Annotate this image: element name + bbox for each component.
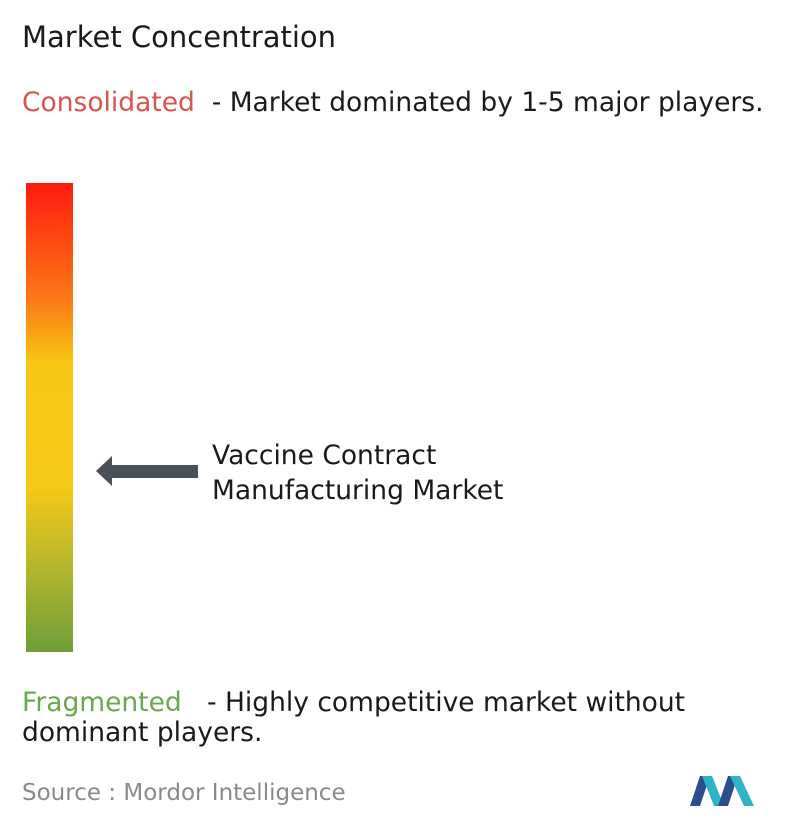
concentration-gradient-bar [26, 183, 73, 652]
source-name: Mordor Intelligence [123, 780, 346, 806]
source: Source : Mordor Intelligence [22, 780, 346, 806]
fragmented-text: Fragmented - Highly competitive market w… [22, 688, 792, 748]
arrow [96, 456, 198, 486]
title: Market Concentration [22, 20, 337, 54]
arrow-shape [96, 456, 198, 486]
logo-part [702, 776, 724, 806]
logo-part [730, 776, 754, 806]
consolidated-description: - Market dominated by 1-5 major players. [211, 87, 764, 118]
fragmented-description: - Highly competitive market without domi… [22, 687, 686, 748]
consolidated-text: Consolidated - Market dominated by 1-5 m… [22, 88, 792, 118]
logo-part [718, 776, 738, 806]
market-label: Vaccine Contract Manufacturing Market [212, 440, 504, 506]
source-label: Source : [22, 780, 117, 806]
fragmented-label: Fragmented [22, 687, 182, 718]
logo [690, 776, 754, 806]
consolidated-label: Consolidated [22, 87, 195, 118]
